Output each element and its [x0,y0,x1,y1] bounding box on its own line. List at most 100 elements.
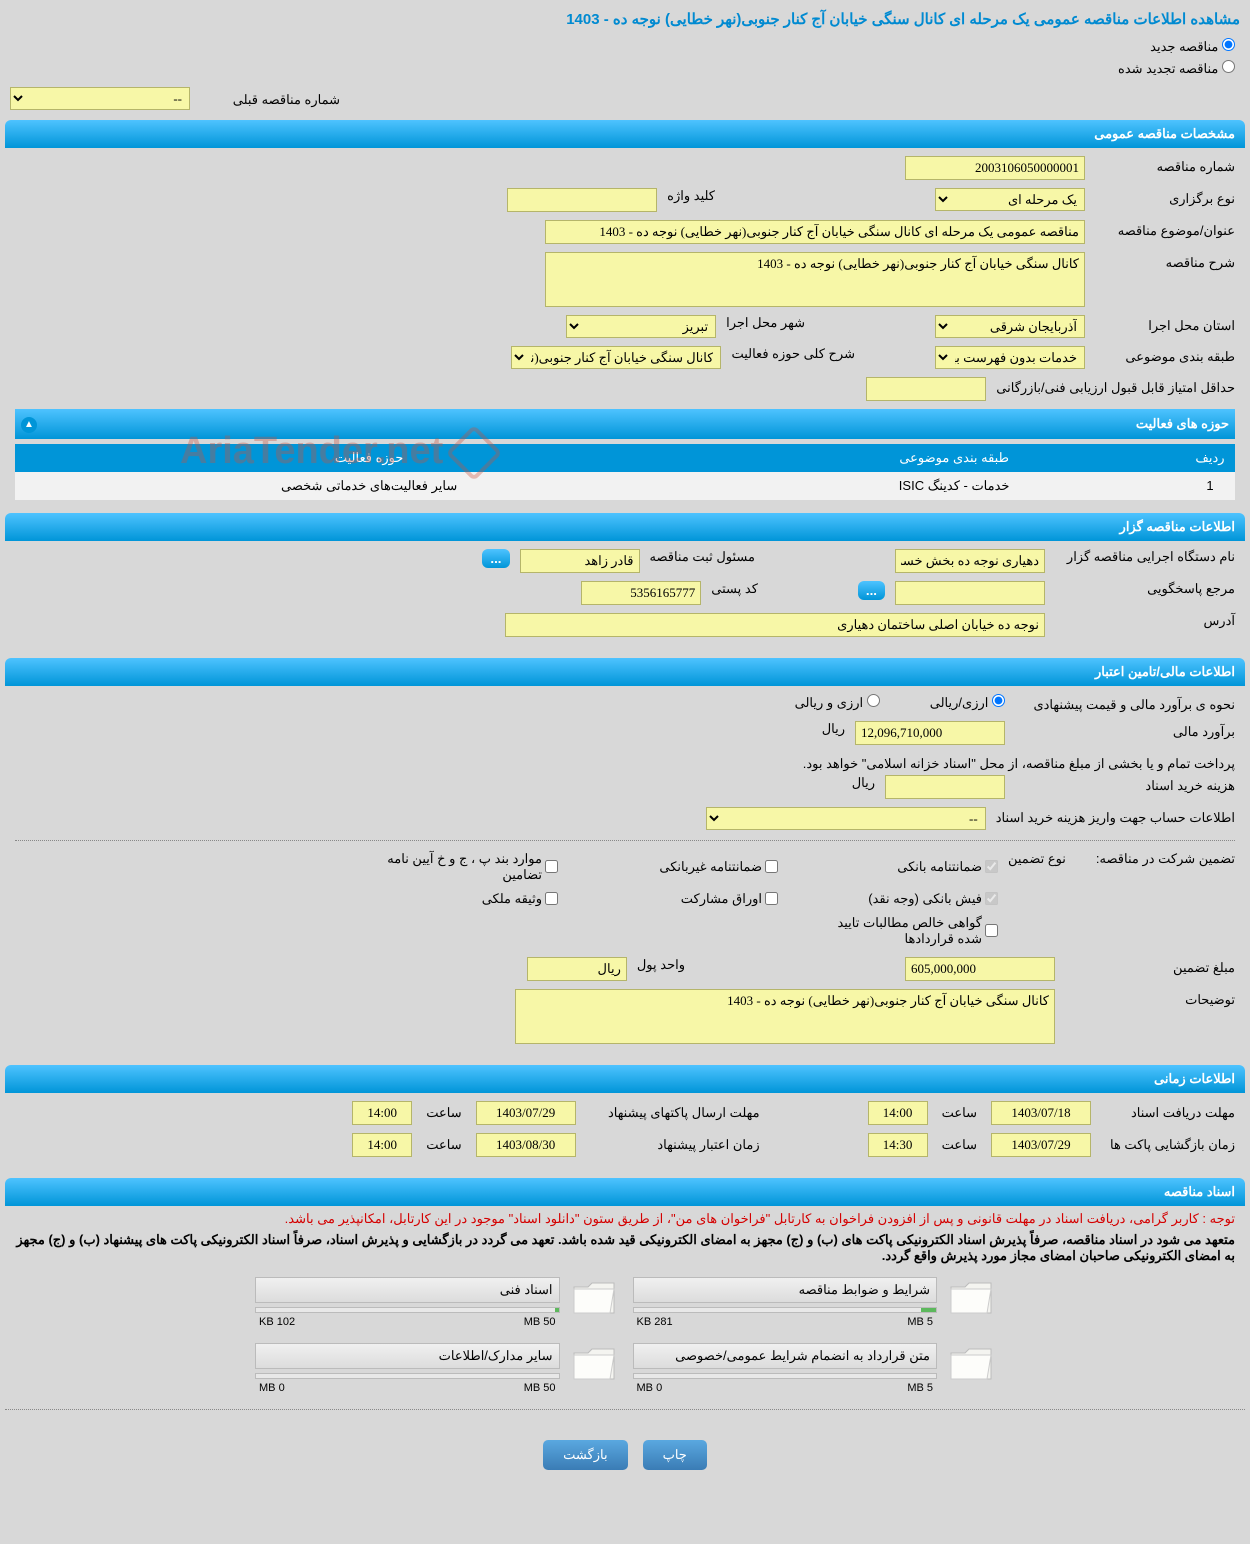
table-cell: سایر فعالیت‌های خدماتی شخصی [15,472,723,500]
org-input[interactable] [895,549,1045,573]
cb-bonds[interactable]: اوراق مشارکت [600,891,778,907]
collapse-icon[interactable]: ▲ [21,417,37,433]
responder-input[interactable] [895,581,1045,605]
tender-number-label: شماره مناقصه [1095,156,1235,175]
cb-receivables[interactable]: گواهی خالص مطالبات تایید شده قراردادها [820,915,998,947]
doc-cost-input[interactable] [885,775,1005,799]
validity-label: زمان اعتبار پیشنهاد [590,1137,760,1153]
open-time[interactable] [868,1133,928,1157]
prev-number-label: شماره مناقصه قبلی [200,89,340,108]
section-general-header: مشخصات مناقصه عمومی [5,120,1245,148]
time-label: ساعت [426,1105,461,1121]
docs-note-bold: متعهد می شود در اسناد مناقصه، صرفاً پذیر… [5,1232,1245,1272]
keyword-input[interactable] [507,188,657,212]
doc-title: شرایط و ضوابط مناقصه [633,1277,938,1303]
doc-cap: 50 MB [524,1316,556,1328]
doc-used: 281 KB [637,1316,673,1328]
currency-opt2[interactable]: ارزی و ریالی [795,694,880,711]
scope-label: شرح کلی حوزه فعالیت [731,346,855,362]
doc-card[interactable]: متن قرارداد به انضمام شرایط عمومی/خصوصی 5… [633,1343,996,1394]
time-label: ساعت [426,1137,461,1153]
col-row-num: ردیف [1185,444,1235,472]
payment-note: پرداخت تمام و یا بخشی از مبلغ مناقصه، از… [15,753,1235,775]
doc-title: متن قرارداد به انضمام شرایط عمومی/خصوصی [633,1343,938,1369]
address-input[interactable] [505,613,1045,637]
doc-card[interactable]: اسناد فنی50 MB102 KB [255,1277,618,1328]
desc-label: شرح مناقصه [1095,252,1235,271]
cb-bank-receipt[interactable]: فیش بانکی (وجه نقد) [820,891,998,907]
guarantee-amount-input[interactable] [905,957,1055,981]
guarantee-note-textarea[interactable]: کانال سنگی خیابان آج کنار جنوبی(نهر خطای… [515,989,1055,1044]
validity-time[interactable] [352,1133,412,1157]
province-label: استان محل اجرا [1095,315,1235,334]
table-cell: 1 [1185,472,1235,500]
guarantee-note-label: توضیحات [1065,989,1235,1008]
back-button[interactable]: بازگشت [543,1440,627,1470]
doc-card[interactable]: سایر مدارک/اطلاعات50 MB0 MB [255,1343,618,1394]
doc-title: سایر مدارک/اطلاعات [255,1343,560,1369]
docs-note-red: توجه : کاربر گرامی، دریافت اسناد در مهلت… [5,1206,1245,1232]
doc-cap: 5 MB [907,1382,933,1394]
guarantee-label: تضمین شرکت در مناقصه: [1096,851,1235,867]
doc-card[interactable]: شرایط و ضوابط مناقصه5 MB281 KB [633,1277,996,1328]
account-label: اطلاعات حساب جهت واریز هزینه خرید اسناد [996,807,1235,826]
account-select[interactable]: -- [706,807,986,830]
radio-renewed-label: مناقصه تجدید شده [1118,61,1218,76]
cb-nonbank-guarantee[interactable]: ضمانتنامه غیربانکی [600,851,778,883]
print-button[interactable]: چاپ [643,1440,707,1470]
guarantee-type-label: نوع تضمین [1008,851,1066,867]
cb-property[interactable]: وثیقه ملکی [380,891,558,907]
registrar-label: مسئول ثبت مناقصه [650,549,755,565]
tender-number-input[interactable] [905,156,1085,180]
scope-select[interactable]: کانال سنگی خیابان آج کنار جنوبی(نهر خطای… [511,346,721,369]
amount-input[interactable] [855,721,1005,745]
city-select[interactable]: تبریز [566,315,716,338]
open-label: زمان بازگشایی پاکت ها [1105,1137,1235,1153]
doc-cost-unit: ریال [852,775,875,791]
address-label: آدرس [1055,613,1235,629]
responder-lookup-button[interactable]: ... [858,581,885,600]
amount-label: برآورد مالی [1015,721,1235,740]
desc-textarea[interactable]: کانال سنگی خیابان آج کنار جنوبی(نهر خطای… [545,252,1085,307]
currency-opt1[interactable]: ارزی/ریالی [930,694,1005,711]
send-deadline-date[interactable] [476,1101,576,1125]
category-label: طبقه بندی موضوعی [1095,346,1235,365]
province-select[interactable]: آذربایجان شرقی [935,315,1085,338]
open-date[interactable] [991,1133,1091,1157]
registrar-lookup-button[interactable]: ... [482,549,509,568]
validity-date[interactable] [476,1133,576,1157]
deadline-docs-time[interactable] [868,1101,928,1125]
send-deadline-label: مهلت ارسال پاکتهای پیشنهاد [590,1105,760,1121]
type-label: نوع برگزاری [1095,188,1235,207]
title-input[interactable] [545,220,1085,244]
postal-label: کد پستی [711,581,758,597]
section-docs-header: اسناد مناقصه [5,1178,1245,1206]
city-label: شهر محل اجرا [726,315,805,331]
cb-bank-guarantee[interactable]: ضمانتنامه بانکی [820,851,998,883]
currency-unit: ریال [822,721,845,737]
radio-new-label: مناقصه جدید [1150,39,1218,54]
category-select[interactable]: خدمات بدون فهرست بها [935,346,1085,369]
responder-label: مرجع پاسخگویی [1055,581,1235,597]
keyword-label: کلید واژه [667,188,715,204]
doc-title: اسناد فنی [255,1277,560,1303]
prev-number-select[interactable]: -- [10,87,190,110]
deadline-docs-label: مهلت دریافت اسناد [1105,1105,1235,1121]
radio-new-tender[interactable]: مناقصه جدید [1150,38,1235,55]
min-score-input[interactable] [866,377,986,401]
page-title: مشاهده اطلاعات مناقصه عمومی یک مرحله ای … [5,5,1245,33]
deadline-docs-date[interactable] [991,1101,1091,1125]
registrar-input[interactable] [520,549,640,573]
guarantee-unit-input[interactable] [527,957,627,981]
section-timing-header: اطلاعات زمانی [5,1065,1245,1093]
col-field: حوزه فعالیت [15,444,723,472]
cb-regulation-items[interactable]: موارد بند پ ، ج و خ آیین نامه تضامین [380,851,558,883]
type-select[interactable]: یک مرحله ای [935,188,1085,211]
radio-renewed-tender[interactable]: مناقصه تجدید شده [1118,60,1235,77]
time-label: ساعت [942,1137,977,1153]
send-deadline-time[interactable] [352,1101,412,1125]
org-label: نام دستگاه اجرایی مناقصه گزار [1055,549,1235,565]
postal-input[interactable] [581,581,701,605]
doc-used: 0 MB [637,1382,663,1394]
time-label: ساعت [942,1105,977,1121]
